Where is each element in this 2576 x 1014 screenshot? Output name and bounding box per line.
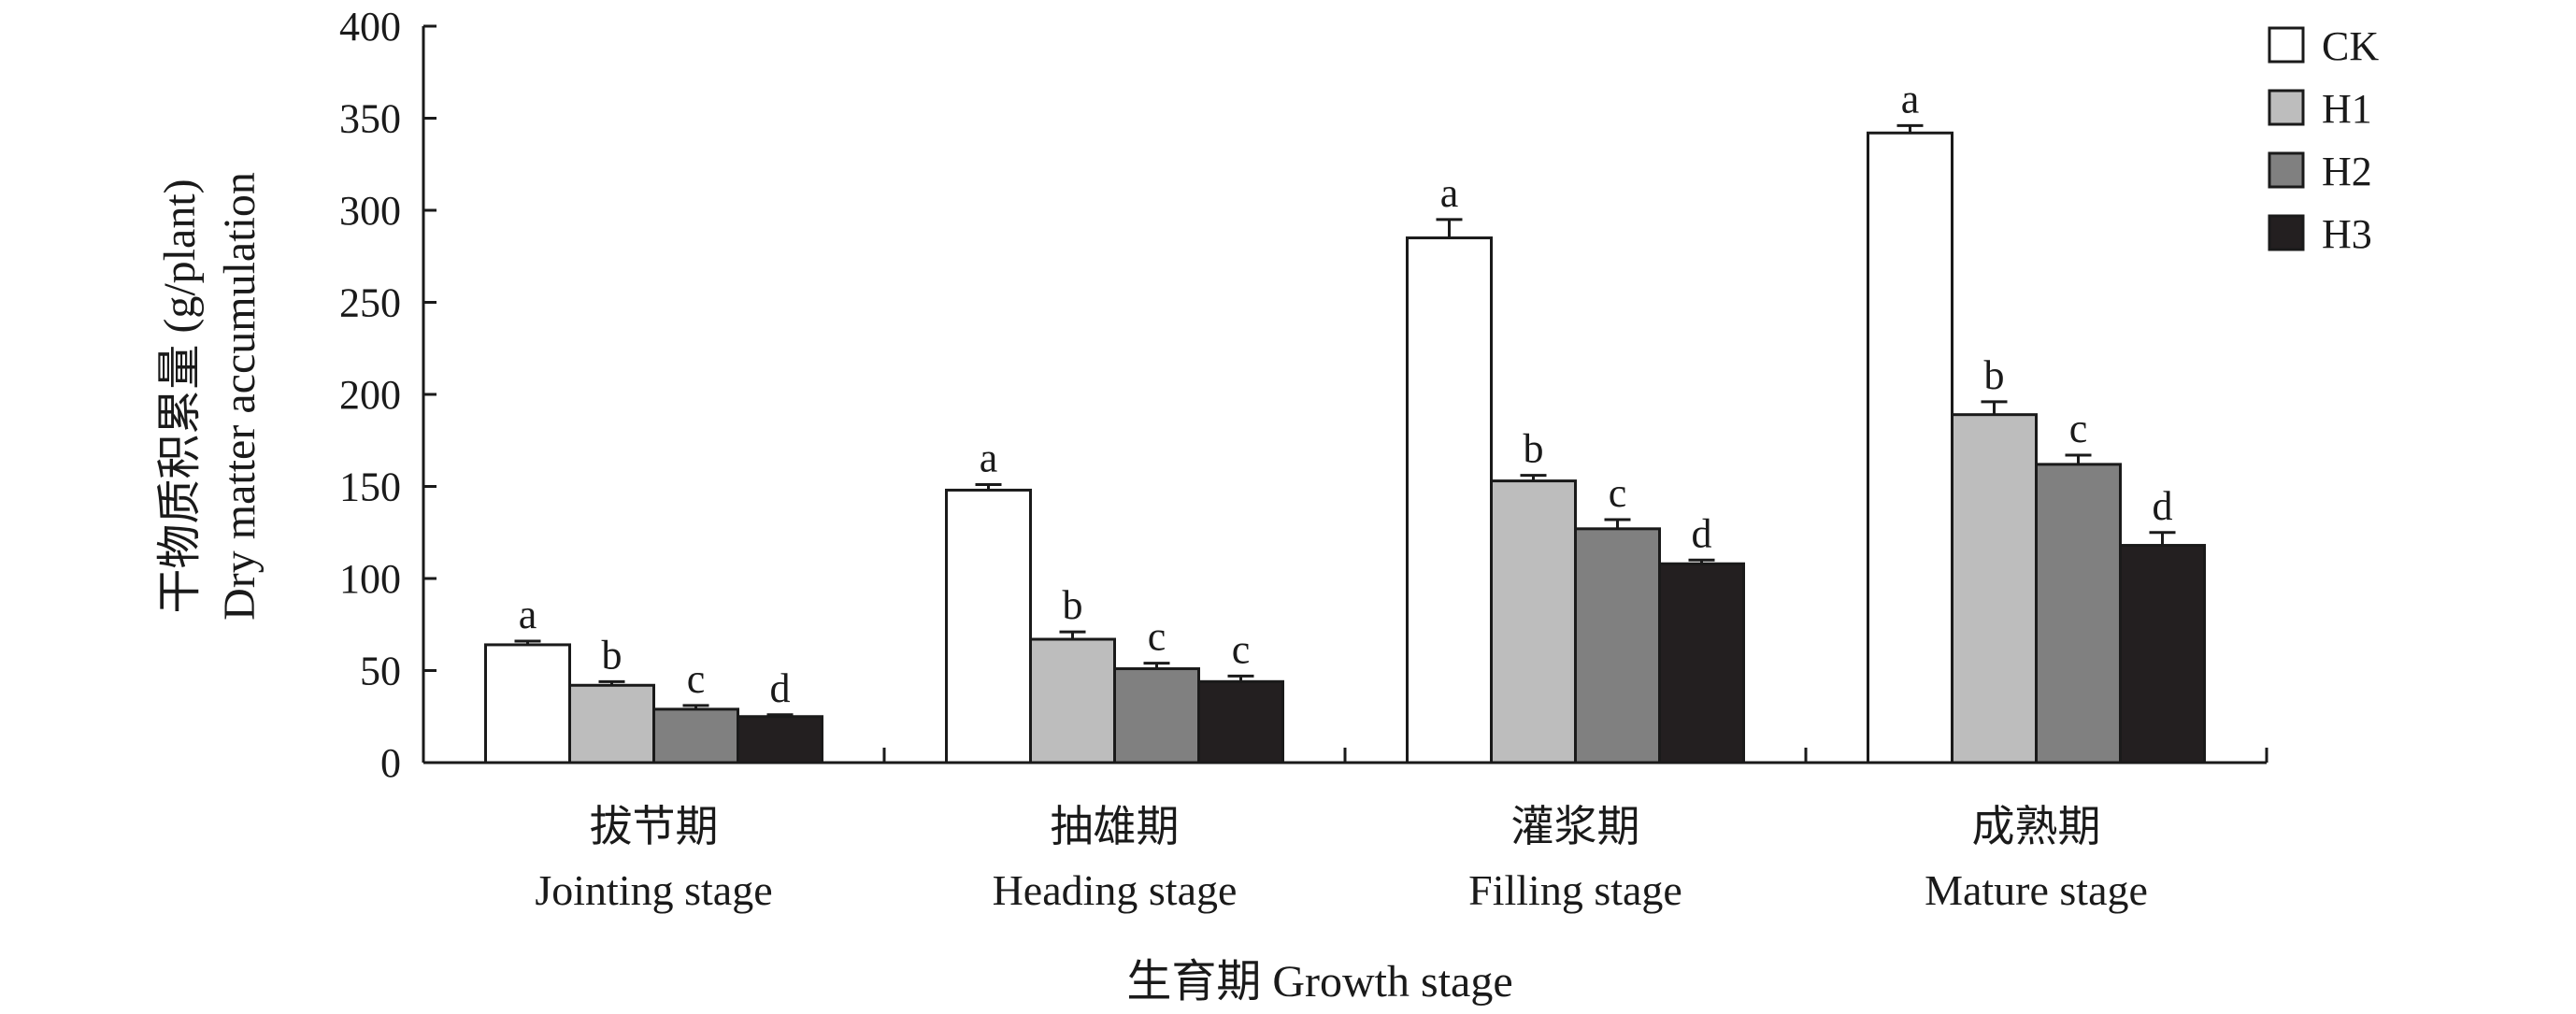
x-tick-label-en: Jointing stage <box>535 866 772 914</box>
bar-h3 <box>1197 679 1284 764</box>
significance-letter: b <box>602 632 623 678</box>
y-tick-label: 300 <box>339 188 401 234</box>
significance-letter: a <box>980 436 998 481</box>
legend-swatch <box>2268 214 2305 251</box>
significance-letter: b <box>1524 426 1544 472</box>
significance-letter: c <box>2069 406 2088 451</box>
bars-layer: a a a a b b b b c c c c d c d d <box>484 76 2206 764</box>
bar-ck <box>1867 131 1953 764</box>
legend-swatch <box>2268 151 2305 189</box>
y-axis-title-cn: 干物质积累量 (g/plant) <box>155 179 205 613</box>
y-axis: 0 50 100 150 200 250 300 350 400 <box>339 4 436 786</box>
bar-h2 <box>1574 527 1661 764</box>
bar-h1 <box>1029 637 1116 764</box>
y-tick-label: 200 <box>339 372 401 418</box>
bar-h3 <box>2119 544 2206 764</box>
x-tick-label-cn: 拔节期 <box>590 803 719 850</box>
x-axis-title: 生育期 Growth stage <box>1126 957 1512 1007</box>
bar-h1 <box>568 683 655 764</box>
bar-h1 <box>1951 413 2038 764</box>
x-axis: 拔节期 Jointing stage 抽雄期 Heading stage 灌浆期 Fill… <box>422 748 2268 914</box>
y-tick-label: 0 <box>380 740 401 786</box>
significance-letter: b <box>1984 352 2005 398</box>
x-tick-label-cn: 成熟期 <box>1972 803 2101 850</box>
legend-label: CK <box>2322 23 2379 69</box>
legend: CK H1 H2 H3 <box>2268 23 2379 257</box>
x-tick-label-cn: 抽雄期 <box>1051 803 1180 850</box>
significance-letter: c <box>1609 470 1627 516</box>
bar-ck <box>1406 236 1493 764</box>
x-tick-label-cn: 灌浆期 <box>1511 803 1640 850</box>
significance-letter: d <box>2153 483 2173 529</box>
significance-letter: b <box>1063 582 1083 628</box>
bar-ck <box>945 488 1032 764</box>
y-axis-title-en: Dry matter accumulation <box>215 172 265 621</box>
legend-swatch <box>2268 89 2305 126</box>
x-tick-label-en: Mature stage <box>1925 866 2148 914</box>
legend-label: H2 <box>2322 149 2372 194</box>
significance-letter: d <box>1692 510 1712 556</box>
bar-h3 <box>1658 562 1745 764</box>
bar-h2 <box>1113 667 1200 764</box>
y-axis-title: 干物质积累量 (g/plant) Dry matter accumulation <box>155 172 265 621</box>
y-tick-label: 400 <box>339 4 401 50</box>
x-tick-label-en: Filling stage <box>1468 866 1682 914</box>
y-tick-label: 150 <box>339 464 401 510</box>
y-tick-label: 350 <box>339 96 401 142</box>
y-tick-label: 100 <box>339 556 401 602</box>
legend-label: H1 <box>2322 86 2372 132</box>
significance-letter: a <box>1901 76 1920 121</box>
legend-label: H3 <box>2322 211 2372 257</box>
significance-letter: a <box>519 592 537 637</box>
significance-letter: d <box>770 665 791 711</box>
bar-h3 <box>737 715 823 764</box>
x-tick-label-en: Heading stage <box>993 866 1238 914</box>
y-tick-label: 50 <box>360 649 401 694</box>
bar-ck <box>484 643 571 764</box>
significance-letter: c <box>687 656 706 702</box>
significance-letter: a <box>1440 170 1459 216</box>
significance-letter: c <box>1232 626 1251 672</box>
y-tick-label: 250 <box>339 280 401 326</box>
bar-h1 <box>1490 479 1577 764</box>
bar-h2 <box>2035 463 2122 764</box>
legend-swatch <box>2268 26 2305 64</box>
bar-h2 <box>652 707 739 764</box>
significance-letter: c <box>1148 614 1166 660</box>
